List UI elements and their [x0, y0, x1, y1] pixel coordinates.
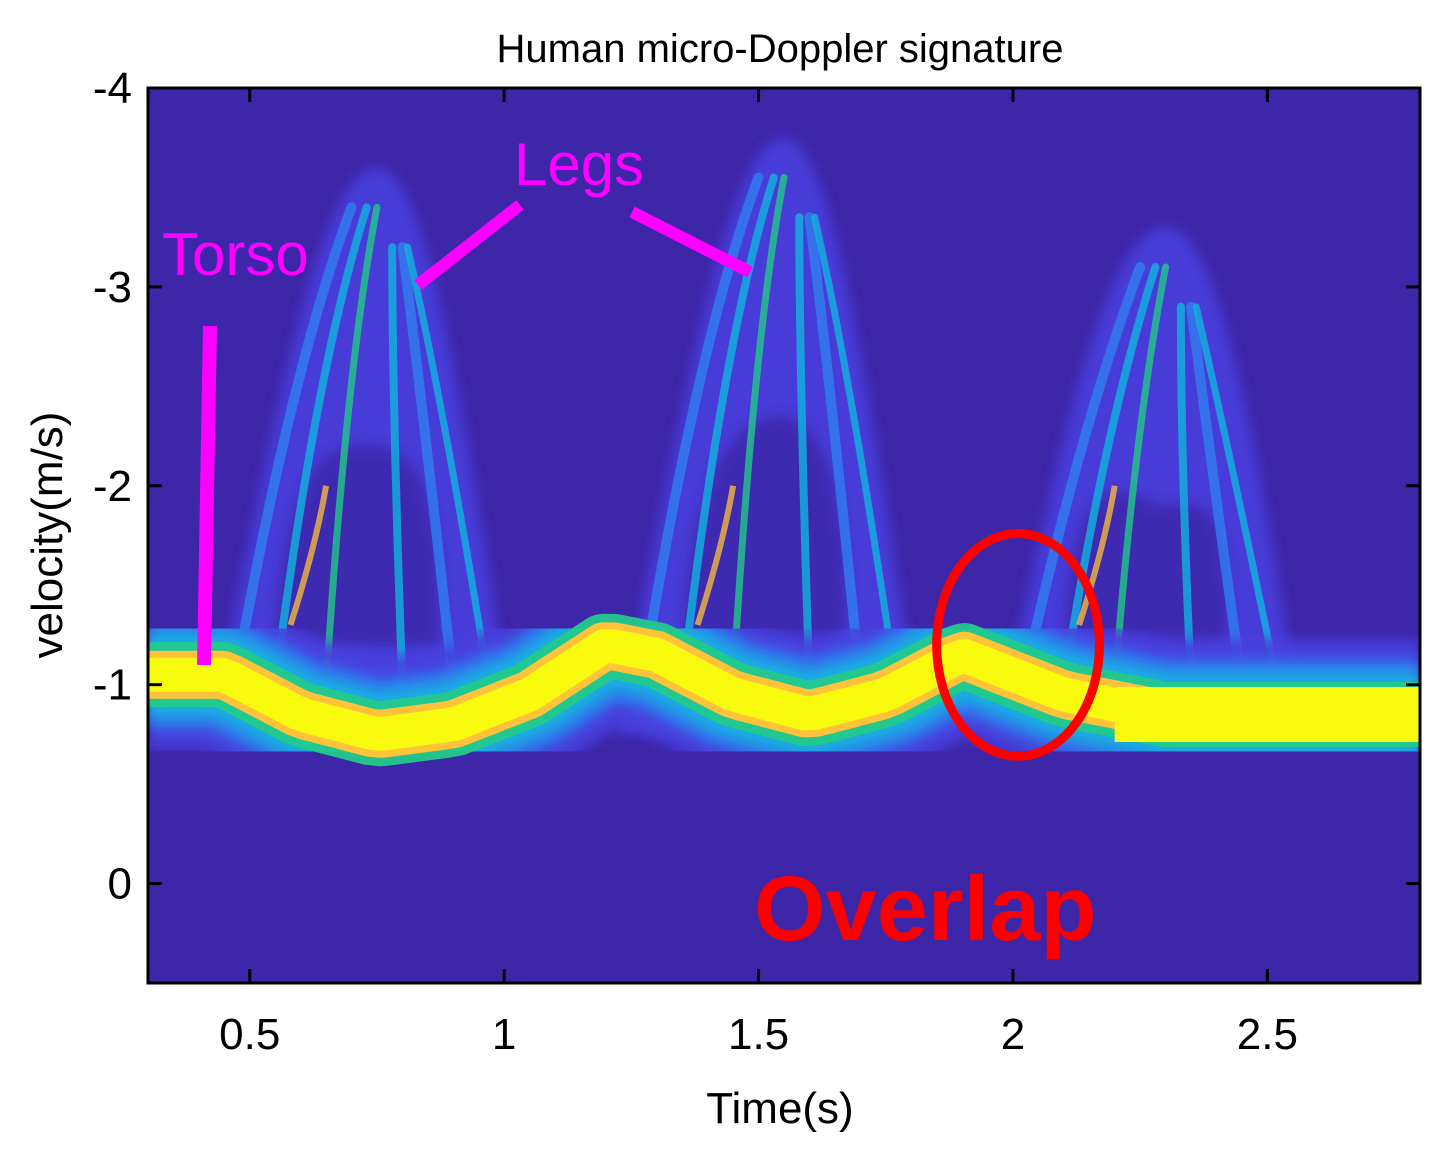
- y-tick-label: -1: [93, 661, 132, 710]
- leg-strand: [1111, 263, 1170, 689]
- y-axis-title: velocity(m/s): [23, 412, 72, 659]
- leg-strand: [229, 202, 357, 690]
- leg-strand: [322, 203, 381, 689]
- leg-hot-streak: [1076, 485, 1118, 626]
- leg-strand: [1176, 302, 1196, 689]
- y-tick-label: -2: [93, 462, 132, 511]
- leg-strand: [403, 243, 493, 689]
- leg-strand: [271, 203, 371, 689]
- leg-strand: [804, 212, 866, 690]
- leg-strand: [795, 213, 814, 689]
- legs-pointer-line-right: [629, 206, 753, 278]
- y-axis: -4 -3 -2 -1 0: [93, 64, 1420, 909]
- x-tick-label: 1: [492, 1010, 516, 1059]
- legs-pointer-line-left: [414, 200, 524, 290]
- leg-hollow: [1063, 491, 1229, 645]
- axes-frame: [146, 86, 1422, 985]
- heatmap-layer: [148, 137, 1420, 809]
- torso-label: Torso: [162, 221, 309, 288]
- x-axis-title: Time(s): [706, 1084, 853, 1133]
- y-tick-label: -4: [93, 64, 132, 113]
- x-tick-label: 1.5: [728, 1010, 789, 1059]
- leg-hot-streak: [287, 485, 330, 626]
- plot-area: [148, 88, 1420, 983]
- chart-title: Human micro-Doppler signature: [497, 27, 1064, 71]
- leg-strand: [729, 174, 788, 689]
- x-axis: 0.5 1 1.5 2 2.5: [219, 88, 1298, 1059]
- y-tick-label: 0: [108, 860, 132, 909]
- x-tick-label: 0.5: [219, 1010, 280, 1059]
- legs-label: Legs: [514, 131, 644, 198]
- leg-strand: [397, 242, 459, 690]
- annotations: Torso Legs Overlap: [162, 131, 1104, 960]
- leg-strand: [1192, 303, 1282, 689]
- x-tick-label: 2.5: [1237, 1010, 1298, 1059]
- leg-strand: [1186, 301, 1247, 690]
- x-tick-label: 2: [1001, 1010, 1025, 1059]
- overlap-ellipse: [932, 529, 1104, 761]
- overlap-label: Overlap: [754, 858, 1097, 960]
- leg-strand: [811, 213, 900, 689]
- torso-pointer-line: [197, 325, 217, 666]
- leg-strand: [1059, 263, 1160, 689]
- leg-strand: [388, 243, 407, 689]
- y-tick-label: -3: [93, 263, 132, 312]
